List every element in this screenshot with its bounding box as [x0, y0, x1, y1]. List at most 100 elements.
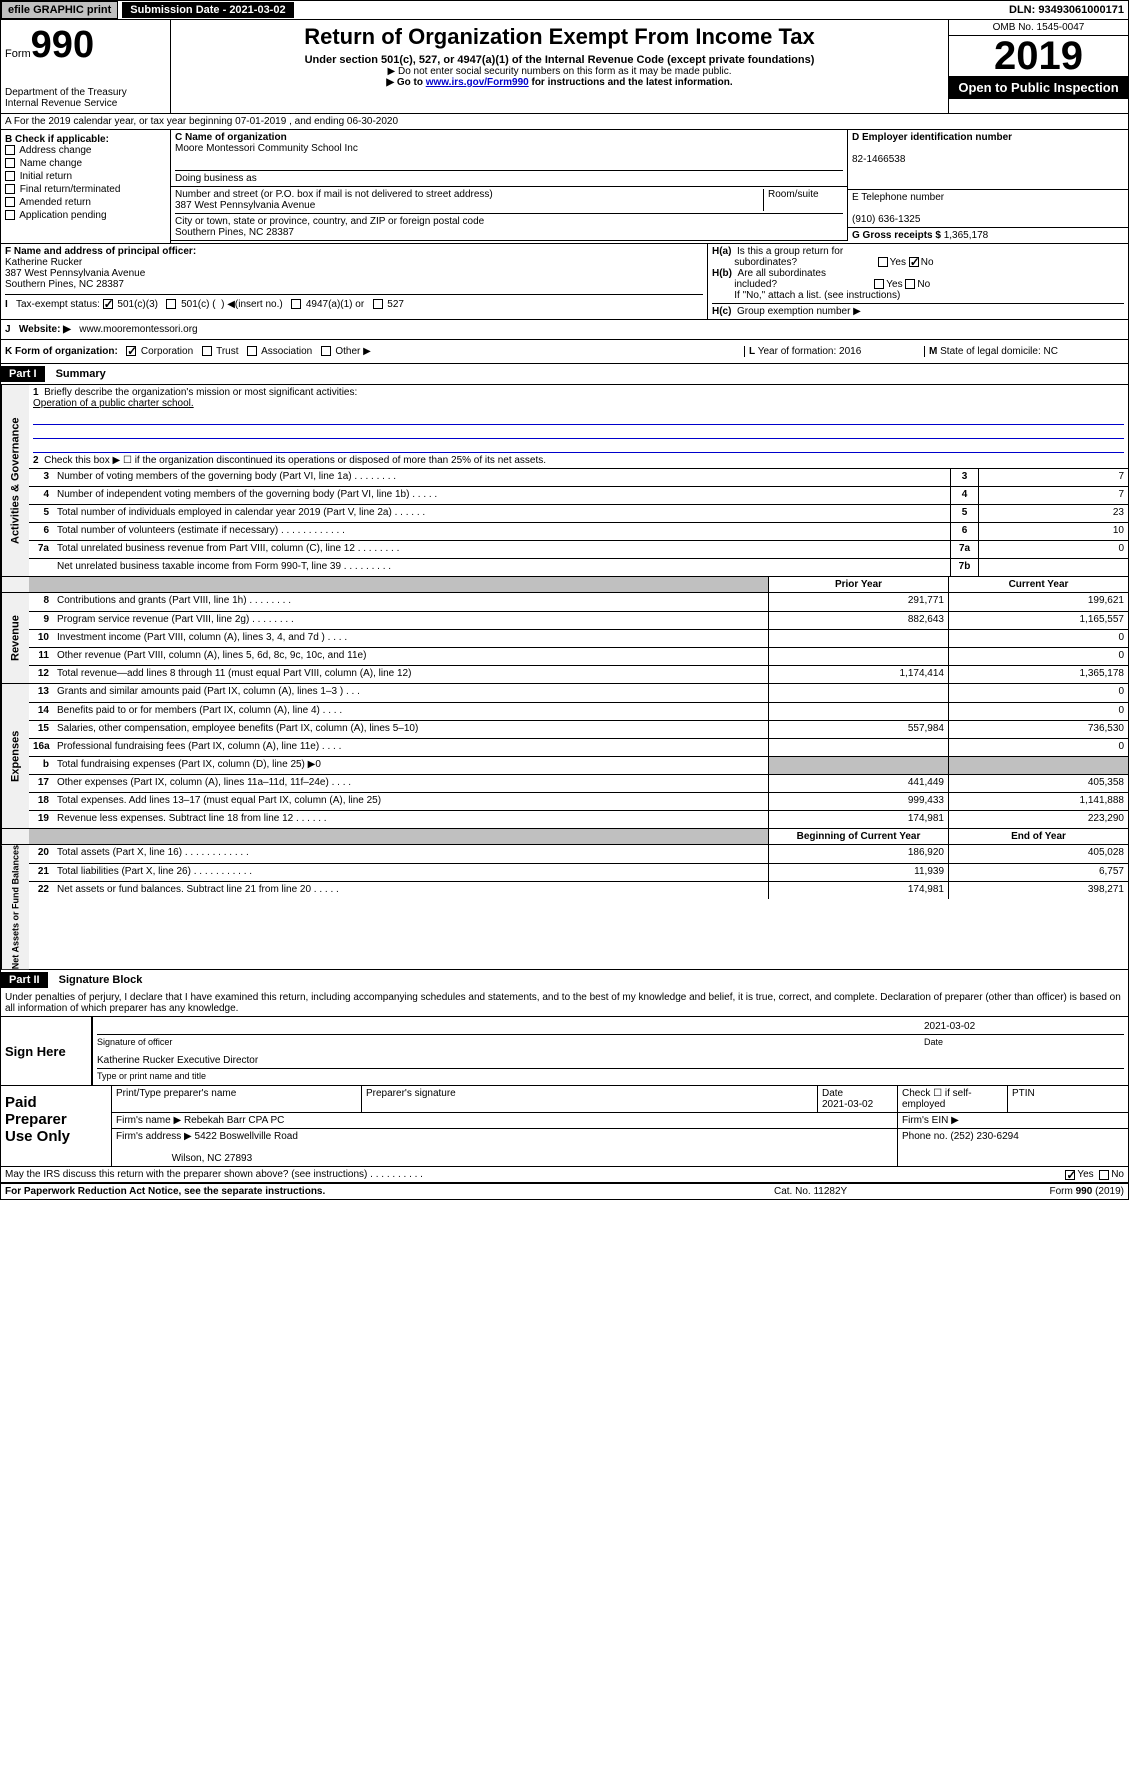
officer-signature: [97, 1021, 924, 1032]
checkbox-501c3[interactable]: [103, 299, 113, 309]
col-current: Current Year: [948, 577, 1128, 592]
row-k-org-form: K Form of organization: Corporation Trus…: [5, 346, 744, 357]
mission-line: 1 Briefly describe the organization's mi…: [29, 385, 1128, 411]
checkbox-b-option[interactable]: Initial return: [5, 171, 166, 182]
form-title: Return of Organization Exempt From Incom…: [175, 24, 944, 50]
perjury-text: Under penalties of perjury, I declare th…: [1, 990, 1128, 1017]
side-expenses: Expenses: [1, 684, 29, 828]
form-number: Form990: [5, 24, 166, 67]
checkbox-b-option[interactable]: Name change: [5, 158, 166, 169]
summary-row: 9Program service revenue (Part VIII, lin…: [29, 611, 1128, 629]
summary-row: 4Number of independent voting members of…: [29, 486, 1128, 504]
submission-date: Submission Date - 2021-03-02: [122, 2, 293, 18]
checkbox-b-option[interactable]: Application pending: [5, 210, 166, 221]
side-revenue: Revenue: [1, 593, 29, 683]
summary-row: 7aTotal unrelated business revenue from …: [29, 540, 1128, 558]
discuss-text: May the IRS discuss this return with the…: [5, 1169, 1065, 1180]
checkbox-assoc[interactable]: [247, 346, 257, 356]
address-field: Number and street (or P.O. box if mail i…: [171, 187, 848, 241]
checkbox-corp[interactable]: [126, 346, 136, 356]
summary-row: bTotal fundraising expenses (Part IX, co…: [29, 756, 1128, 774]
checkbox-discuss-no[interactable]: [1099, 1170, 1109, 1180]
self-employed-check: Check ☐ if self-employed: [898, 1086, 1008, 1112]
note-instructions: ▶ Go to www.irs.gov/Form990 for instruct…: [175, 77, 944, 88]
sign-here-label: Sign Here: [1, 1017, 91, 1085]
note-ssn: ▶ Do not enter social security numbers o…: [175, 66, 944, 77]
summary-row: 22Net assets or fund balances. Subtract …: [29, 881, 1128, 899]
summary-row: 21Total liabilities (Part X, line 26) . …: [29, 863, 1128, 881]
side-net: Net Assets or Fund Balances: [1, 845, 29, 969]
firm-ein: Firm's EIN ▶: [898, 1113, 1128, 1128]
checkbox-hb-no[interactable]: [905, 279, 915, 289]
side-governance: Activities & Governance: [1, 385, 29, 576]
summary-row: 20Total assets (Part X, line 16) . . . .…: [29, 845, 1128, 863]
phone-field: E Telephone number (910) 636-1325: [848, 190, 1128, 227]
summary-row: 8Contributions and grants (Part VIII, li…: [29, 593, 1128, 611]
checkbox-ha-no[interactable]: [909, 257, 919, 267]
ein-field: D Employer identification number 82-1466…: [848, 130, 1128, 190]
summary-row: 15Salaries, other compensation, employee…: [29, 720, 1128, 738]
form-footer: Form 990 (2019): [974, 1186, 1124, 1197]
paperwork-notice: For Paperwork Reduction Act Notice, see …: [5, 1186, 774, 1197]
section-h: H(a) Is this a group return for subordin…: [708, 244, 1128, 319]
summary-row: 5Total number of individuals employed in…: [29, 504, 1128, 522]
part1-title: Summary: [48, 368, 106, 380]
checkbox-527[interactable]: [373, 299, 383, 309]
dept-label: Department of the TreasuryInternal Reven…: [5, 87, 166, 109]
preparer-date: Date2021-03-02: [818, 1086, 898, 1112]
col-begin: Beginning of Current Year: [768, 829, 948, 844]
line2: 2 Check this box ▶ ☐ if the organization…: [29, 453, 1128, 468]
form-subtitle: Under section 501(c), 527, or 4947(a)(1)…: [175, 54, 944, 66]
principal-officer: F Name and address of principal officer:…: [1, 244, 708, 319]
summary-row: 11Other revenue (Part VIII, column (A), …: [29, 647, 1128, 665]
col-prior: Prior Year: [768, 577, 948, 592]
part1-header: Part I: [1, 366, 45, 382]
part2-header: Part II: [1, 972, 48, 988]
firm-address: Firm's address ▶ 5422 Boswellville Road …: [112, 1129, 898, 1166]
checkbox-ha-yes[interactable]: [878, 257, 888, 267]
dln-label: DLN: 93493061000171: [1009, 4, 1128, 16]
checkbox-501c[interactable]: [166, 299, 176, 309]
state-domicile: M State of legal domicile: NC: [924, 346, 1124, 357]
summary-row: 18Total expenses. Add lines 13–17 (must …: [29, 792, 1128, 810]
cat-no: Cat. No. 11282Y: [774, 1186, 974, 1197]
gross-receipts: G Gross receipts $ 1,365,178: [848, 227, 1128, 243]
instructions-link[interactable]: www.irs.gov/Form990: [426, 77, 529, 88]
sig-date: 2021-03-02: [924, 1021, 1124, 1032]
checkbox-discuss-yes[interactable]: [1065, 1170, 1075, 1180]
col-end: End of Year: [948, 829, 1128, 844]
summary-row: 6Total number of volunteers (estimate if…: [29, 522, 1128, 540]
efile-button[interactable]: efile GRAPHIC print: [1, 1, 118, 19]
summary-row: 3Number of voting members of the governi…: [29, 468, 1128, 486]
firm-name: Firm's name ▶ Rebekah Barr CPA PC: [112, 1113, 898, 1128]
summary-row: 19Revenue less expenses. Subtract line 1…: [29, 810, 1128, 828]
part2-title: Signature Block: [51, 974, 143, 986]
preparer-name-header: Print/Type preparer's name: [112, 1086, 362, 1112]
summary-row: 16aProfessional fundraising fees (Part I…: [29, 738, 1128, 756]
summary-row: 12Total revenue—add lines 8 through 11 (…: [29, 665, 1128, 683]
officer-name: Katherine Rucker Executive Director: [97, 1055, 258, 1066]
checkbox-b-option[interactable]: Address change: [5, 145, 166, 156]
summary-row: Net unrelated business taxable income fr…: [29, 558, 1128, 576]
year-formation: L Year of formation: 2016: [744, 346, 924, 357]
summary-row: 10Investment income (Part VIII, column (…: [29, 629, 1128, 647]
summary-row: 13Grants and similar amounts paid (Part …: [29, 684, 1128, 702]
checkbox-b-option[interactable]: Final return/terminated: [5, 184, 166, 195]
preparer-sig-header: Preparer's signature: [362, 1086, 818, 1112]
summary-row: 17Other expenses (Part IX, column (A), l…: [29, 774, 1128, 792]
org-name-field: C Name of organization Moore Montessori …: [171, 130, 848, 187]
paid-preparer-label: PaidPreparerUse Only: [1, 1086, 111, 1166]
tax-year: 2019: [949, 36, 1128, 76]
firm-phone: Phone no. (252) 230-6294: [898, 1129, 1128, 1166]
checkbox-trust[interactable]: [202, 346, 212, 356]
ptin-header: PTIN: [1008, 1086, 1128, 1112]
checkbox-b-option[interactable]: Amended return: [5, 197, 166, 208]
summary-row: 14Benefits paid to or for members (Part …: [29, 702, 1128, 720]
website-row: J Website: ▶ www.mooremontessori.org: [1, 320, 1128, 340]
section-b: B Check if applicable: Address change Na…: [1, 130, 171, 243]
open-public-label: Open to Public Inspection: [949, 76, 1128, 99]
checkbox-hb-yes[interactable]: [874, 279, 884, 289]
checkbox-4947[interactable]: [291, 299, 301, 309]
row-a-period: A For the 2019 calendar year, or tax yea…: [1, 114, 1128, 130]
checkbox-other[interactable]: [321, 346, 331, 356]
